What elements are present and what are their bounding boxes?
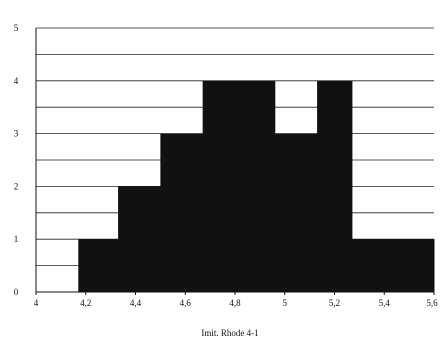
y-tick-label: 1 — [14, 234, 19, 244]
x-tick-label: 4,8 — [229, 298, 241, 308]
histogram-bar-2 — [78, 239, 119, 292]
histogram-bar-10 — [391, 239, 435, 292]
y-tick-label: 0 — [14, 287, 19, 297]
x-tick-label: 5,6 — [426, 298, 438, 308]
y-tick-label: 4 — [14, 76, 19, 86]
y-tick-labels: 0 1 2 3 4 5 — [14, 23, 19, 297]
x-tick-label: 5,2 — [329, 298, 340, 308]
histogram-bar-9 — [351, 239, 393, 292]
histogram-bar-7 — [274, 133, 318, 292]
x-tick-label: 4,4 — [130, 298, 142, 308]
x-tick-label: 4,6 — [180, 298, 192, 308]
y-tick-label: 5 — [14, 23, 19, 33]
histogram-bar-3 — [118, 186, 161, 292]
x-tick-labels: 4 4,2 4,4 4,6 4,8 5 5,2 5,4 5,6 — [34, 292, 438, 308]
histogram-bar-6 — [242, 80, 276, 292]
y-tick-label: 2 — [14, 181, 19, 191]
histogram-bar-8 — [317, 80, 353, 292]
x-axis-label: Imit. Rhode 4-1 — [201, 328, 258, 338]
x-tick-label: 4 — [34, 298, 39, 308]
x-tick-label: 5,4 — [379, 298, 391, 308]
histogram-bars — [78, 80, 435, 292]
histogram-bar-5 — [202, 80, 243, 292]
x-tick-label: 5 — [283, 298, 288, 308]
histogram-bar-4 — [160, 133, 204, 292]
x-tick-label: 4,2 — [80, 298, 91, 308]
y-tick-label: 3 — [14, 129, 19, 139]
